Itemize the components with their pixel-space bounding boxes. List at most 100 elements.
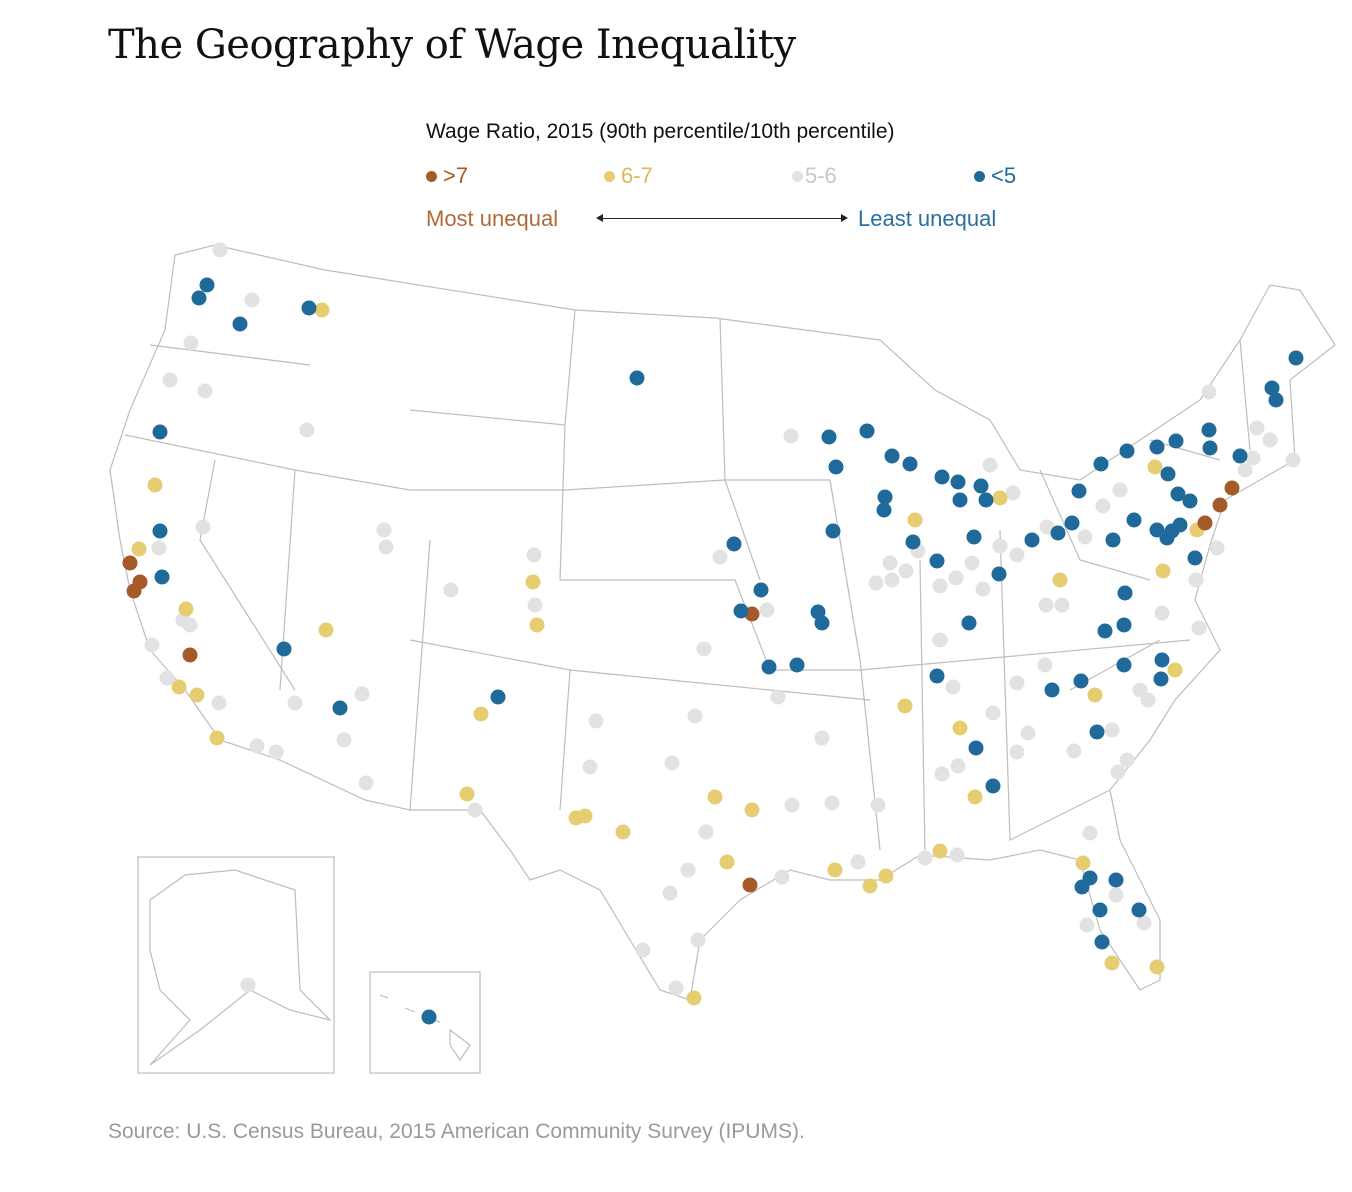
city-dot-lt5 (1149, 439, 1165, 455)
city-dot-lt5 (1160, 466, 1176, 482)
city-dot-lt5 (276, 641, 292, 657)
city-dot-5-6 (690, 932, 706, 948)
city-dot-5-6 (582, 759, 598, 775)
insets (137, 856, 481, 1074)
city-dot-lt5 (1170, 486, 1186, 502)
city-dot-lt5 (191, 290, 207, 306)
city-dot-lt5 (1071, 483, 1087, 499)
city-dot-5-6 (588, 713, 604, 729)
city-dot-5-6 (249, 738, 265, 754)
city-dot-5-6 (774, 869, 790, 885)
city-dot-lt5 (973, 478, 989, 494)
city-dot-5-6 (1020, 725, 1036, 741)
state-borders (124, 309, 1251, 856)
legend-label: <5 (991, 163, 1017, 188)
city-dot-5-6 (882, 555, 898, 571)
city-dot-5-6 (159, 670, 175, 686)
legend-label: >7 (443, 163, 469, 188)
city-dot-5-6 (240, 977, 256, 993)
city-dot-5-6 (354, 686, 370, 702)
city-dot-5-6 (1079, 917, 1095, 933)
legend-label: 5-6 (805, 163, 837, 188)
legend-item-lt5: <5 (974, 163, 1016, 189)
city-dot-lt5 (1153, 671, 1169, 687)
city-dot-5-6 (898, 563, 914, 579)
city-dot-lt5 (884, 448, 900, 464)
city-dot-lt5 (985, 778, 1001, 794)
city-dot-6-7 (1149, 959, 1165, 975)
city-dot-5-6 (358, 775, 374, 791)
city-dot-5-6 (1112, 482, 1128, 498)
city-dot-5-6 (1082, 825, 1098, 841)
city-dot-5-6 (1201, 384, 1217, 400)
map-outline (109, 244, 1336, 1001)
city-dot-5-6 (884, 572, 900, 588)
city-dot-lt5 (859, 423, 875, 439)
city-dot-6-7 (189, 687, 205, 703)
city-dot-5-6 (1249, 420, 1265, 436)
city-dot-lt5 (1073, 673, 1089, 689)
city-dot-lt5 (966, 529, 982, 545)
city-dot-5-6 (992, 538, 1008, 554)
city-dot-5-6 (1132, 682, 1148, 698)
city-dot-lt5 (1064, 515, 1080, 531)
city-dot-6-7 (897, 698, 913, 714)
city-dot-6-7 (209, 730, 225, 746)
city-dot-lt5 (152, 523, 168, 539)
city-dot-5-6 (680, 862, 696, 878)
alaska-inset (137, 856, 335, 1074)
city-dot-5-6 (759, 602, 775, 618)
city-dot-lt5 (1187, 550, 1203, 566)
city-dot-lt5 (1232, 448, 1248, 464)
city-dot-5-6 (948, 570, 964, 586)
city-dot-5-6 (1009, 547, 1025, 563)
legend-item-5-6: 5-6 (792, 163, 837, 189)
city-dot-lt5 (929, 553, 945, 569)
city-dot-5-6 (151, 540, 167, 556)
city-dot-6-7 (147, 477, 163, 493)
city-dot-5-6 (932, 632, 948, 648)
city-dot-5-6 (1285, 452, 1301, 468)
city-dot-lt5 (1119, 443, 1135, 459)
city-dot-5-6 (635, 942, 651, 958)
city-dot-5-6 (949, 847, 965, 863)
city-dot-6-7 (577, 808, 593, 824)
legend-dot-icon (792, 170, 803, 182)
city-dot-6-7 (992, 490, 1008, 506)
city-dot-lt5 (1288, 350, 1304, 366)
city-dot-5-6 (985, 705, 1001, 721)
city-dot-gt7 (1197, 515, 1213, 531)
us-outline (109, 244, 1336, 1001)
city-dot-5-6 (162, 372, 178, 388)
city-dot-lt5 (1117, 585, 1133, 601)
legend-dot-icon (974, 170, 985, 182)
legend-dot-icon (426, 170, 437, 182)
city-dot-lt5 (199, 277, 215, 293)
city-dot-5-6 (144, 637, 160, 653)
city-dot-lt5 (978, 492, 994, 508)
city-dot-5-6 (696, 641, 712, 657)
city-dot-5-6 (1066, 743, 1082, 759)
city-dot-5-6 (268, 744, 284, 760)
city-dot-5-6 (1009, 744, 1025, 760)
city-dot-lt5 (1093, 456, 1109, 472)
legend-item-6-7: 6-7 (604, 163, 653, 189)
hawaii-shape (379, 994, 471, 1062)
city-dot-lt5 (991, 566, 1007, 582)
double-arrow-icon (596, 214, 848, 222)
city-dot-lt5 (934, 469, 950, 485)
city-dot-lt5 (490, 689, 506, 705)
city-dot-5-6 (1209, 540, 1225, 556)
city-dot-5-6 (244, 292, 260, 308)
city-dot-6-7 (1104, 955, 1120, 971)
city-dot-5-6 (182, 617, 198, 633)
city-dot-5-6 (1119, 752, 1135, 768)
city-dot-5-6 (1104, 722, 1120, 738)
city-dot-5-6 (299, 422, 315, 438)
city-dot-lt5 (825, 523, 841, 539)
city-dot-lt5 (232, 316, 248, 332)
city-dot-lt5 (726, 536, 742, 552)
city-dot-5-6 (698, 824, 714, 840)
city-dot-lt5 (929, 668, 945, 684)
city-dot-lt5 (1126, 512, 1142, 528)
